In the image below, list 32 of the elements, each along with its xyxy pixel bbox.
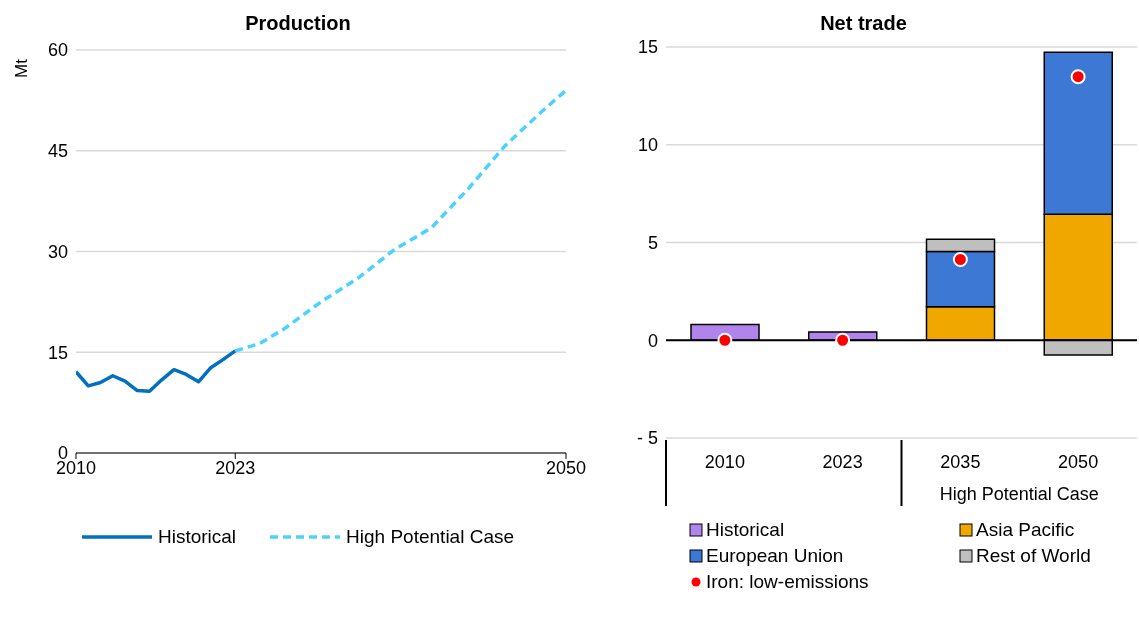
point [835, 332, 851, 348]
x-tick-label: 2035 [940, 452, 981, 472]
x-tick-label: 2050 [545, 457, 587, 478]
y-tick-label: 30 [47, 241, 68, 262]
x-tick-label: 2050 [1058, 452, 1099, 472]
y-tick-label: 10 [637, 135, 658, 156]
y-tick-label: - 5 [636, 428, 658, 449]
point [952, 252, 968, 268]
y-tick-label: 5 [647, 232, 658, 253]
x-tick-label: 2023 [822, 452, 863, 472]
chart-title: Production [244, 11, 352, 36]
y-tick-label: 45 [47, 141, 68, 162]
y-tick-label: 0 [647, 330, 658, 351]
text: High Potential Case [939, 484, 1099, 504]
y-tick-label: 60 [47, 40, 68, 61]
legend-label: Historical [706, 518, 785, 542]
y-tick-label: 15 [637, 37, 658, 58]
legend-label: Asia Pacific [976, 518, 1075, 542]
legend-label: Rest of World [976, 544, 1091, 568]
line-series [233, 88, 566, 353]
y-tick-label: 15 [47, 342, 68, 363]
x-tick-label: 2010 [704, 452, 745, 472]
legend-label: European Union [706, 544, 844, 568]
legend-label: High Potential Case [346, 526, 515, 548]
point [1070, 69, 1086, 85]
line-series [76, 349, 237, 393]
point [717, 332, 733, 348]
y-axis-title: Mt [12, 59, 32, 78]
legend-label: Historical [157, 526, 237, 548]
chart-title: Net trade [819, 11, 908, 36]
x-tick-label: 2023 [215, 457, 256, 478]
legend-label: Iron: low-emissions [706, 570, 869, 594]
